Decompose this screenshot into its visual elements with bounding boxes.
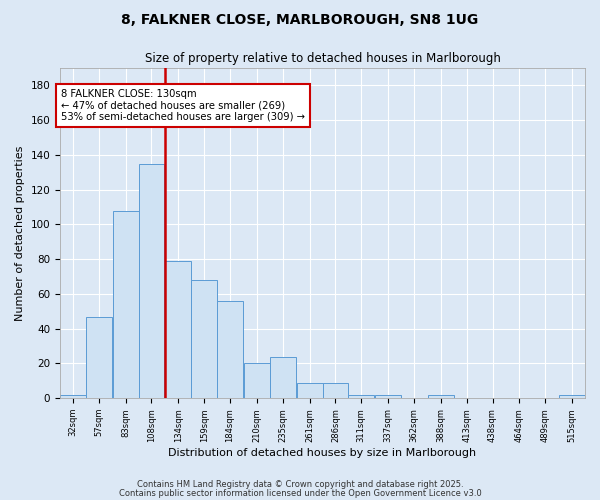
Bar — [375, 394, 401, 398]
Text: Contains public sector information licensed under the Open Government Licence v3: Contains public sector information licen… — [119, 489, 481, 498]
Bar — [349, 394, 374, 398]
Text: Contains HM Land Registry data © Crown copyright and database right 2025.: Contains HM Land Registry data © Crown c… — [137, 480, 463, 489]
Bar — [139, 164, 164, 398]
Bar — [166, 261, 191, 398]
X-axis label: Distribution of detached houses by size in Marlborough: Distribution of detached houses by size … — [169, 448, 476, 458]
Title: Size of property relative to detached houses in Marlborough: Size of property relative to detached ho… — [145, 52, 500, 66]
Y-axis label: Number of detached properties: Number of detached properties — [15, 146, 25, 321]
Bar — [244, 364, 270, 398]
Bar — [60, 394, 86, 398]
Bar — [113, 210, 139, 398]
Bar — [86, 316, 112, 398]
Text: 8, FALKNER CLOSE, MARLBOROUGH, SN8 1UG: 8, FALKNER CLOSE, MARLBOROUGH, SN8 1UG — [121, 12, 479, 26]
Bar — [428, 394, 454, 398]
Bar — [296, 382, 323, 398]
Bar — [217, 301, 243, 398]
Bar — [323, 382, 349, 398]
Bar — [559, 394, 585, 398]
Text: 8 FALKNER CLOSE: 130sqm
← 47% of detached houses are smaller (269)
53% of semi-d: 8 FALKNER CLOSE: 130sqm ← 47% of detache… — [61, 89, 305, 122]
Bar — [270, 356, 296, 398]
Bar — [191, 280, 217, 398]
